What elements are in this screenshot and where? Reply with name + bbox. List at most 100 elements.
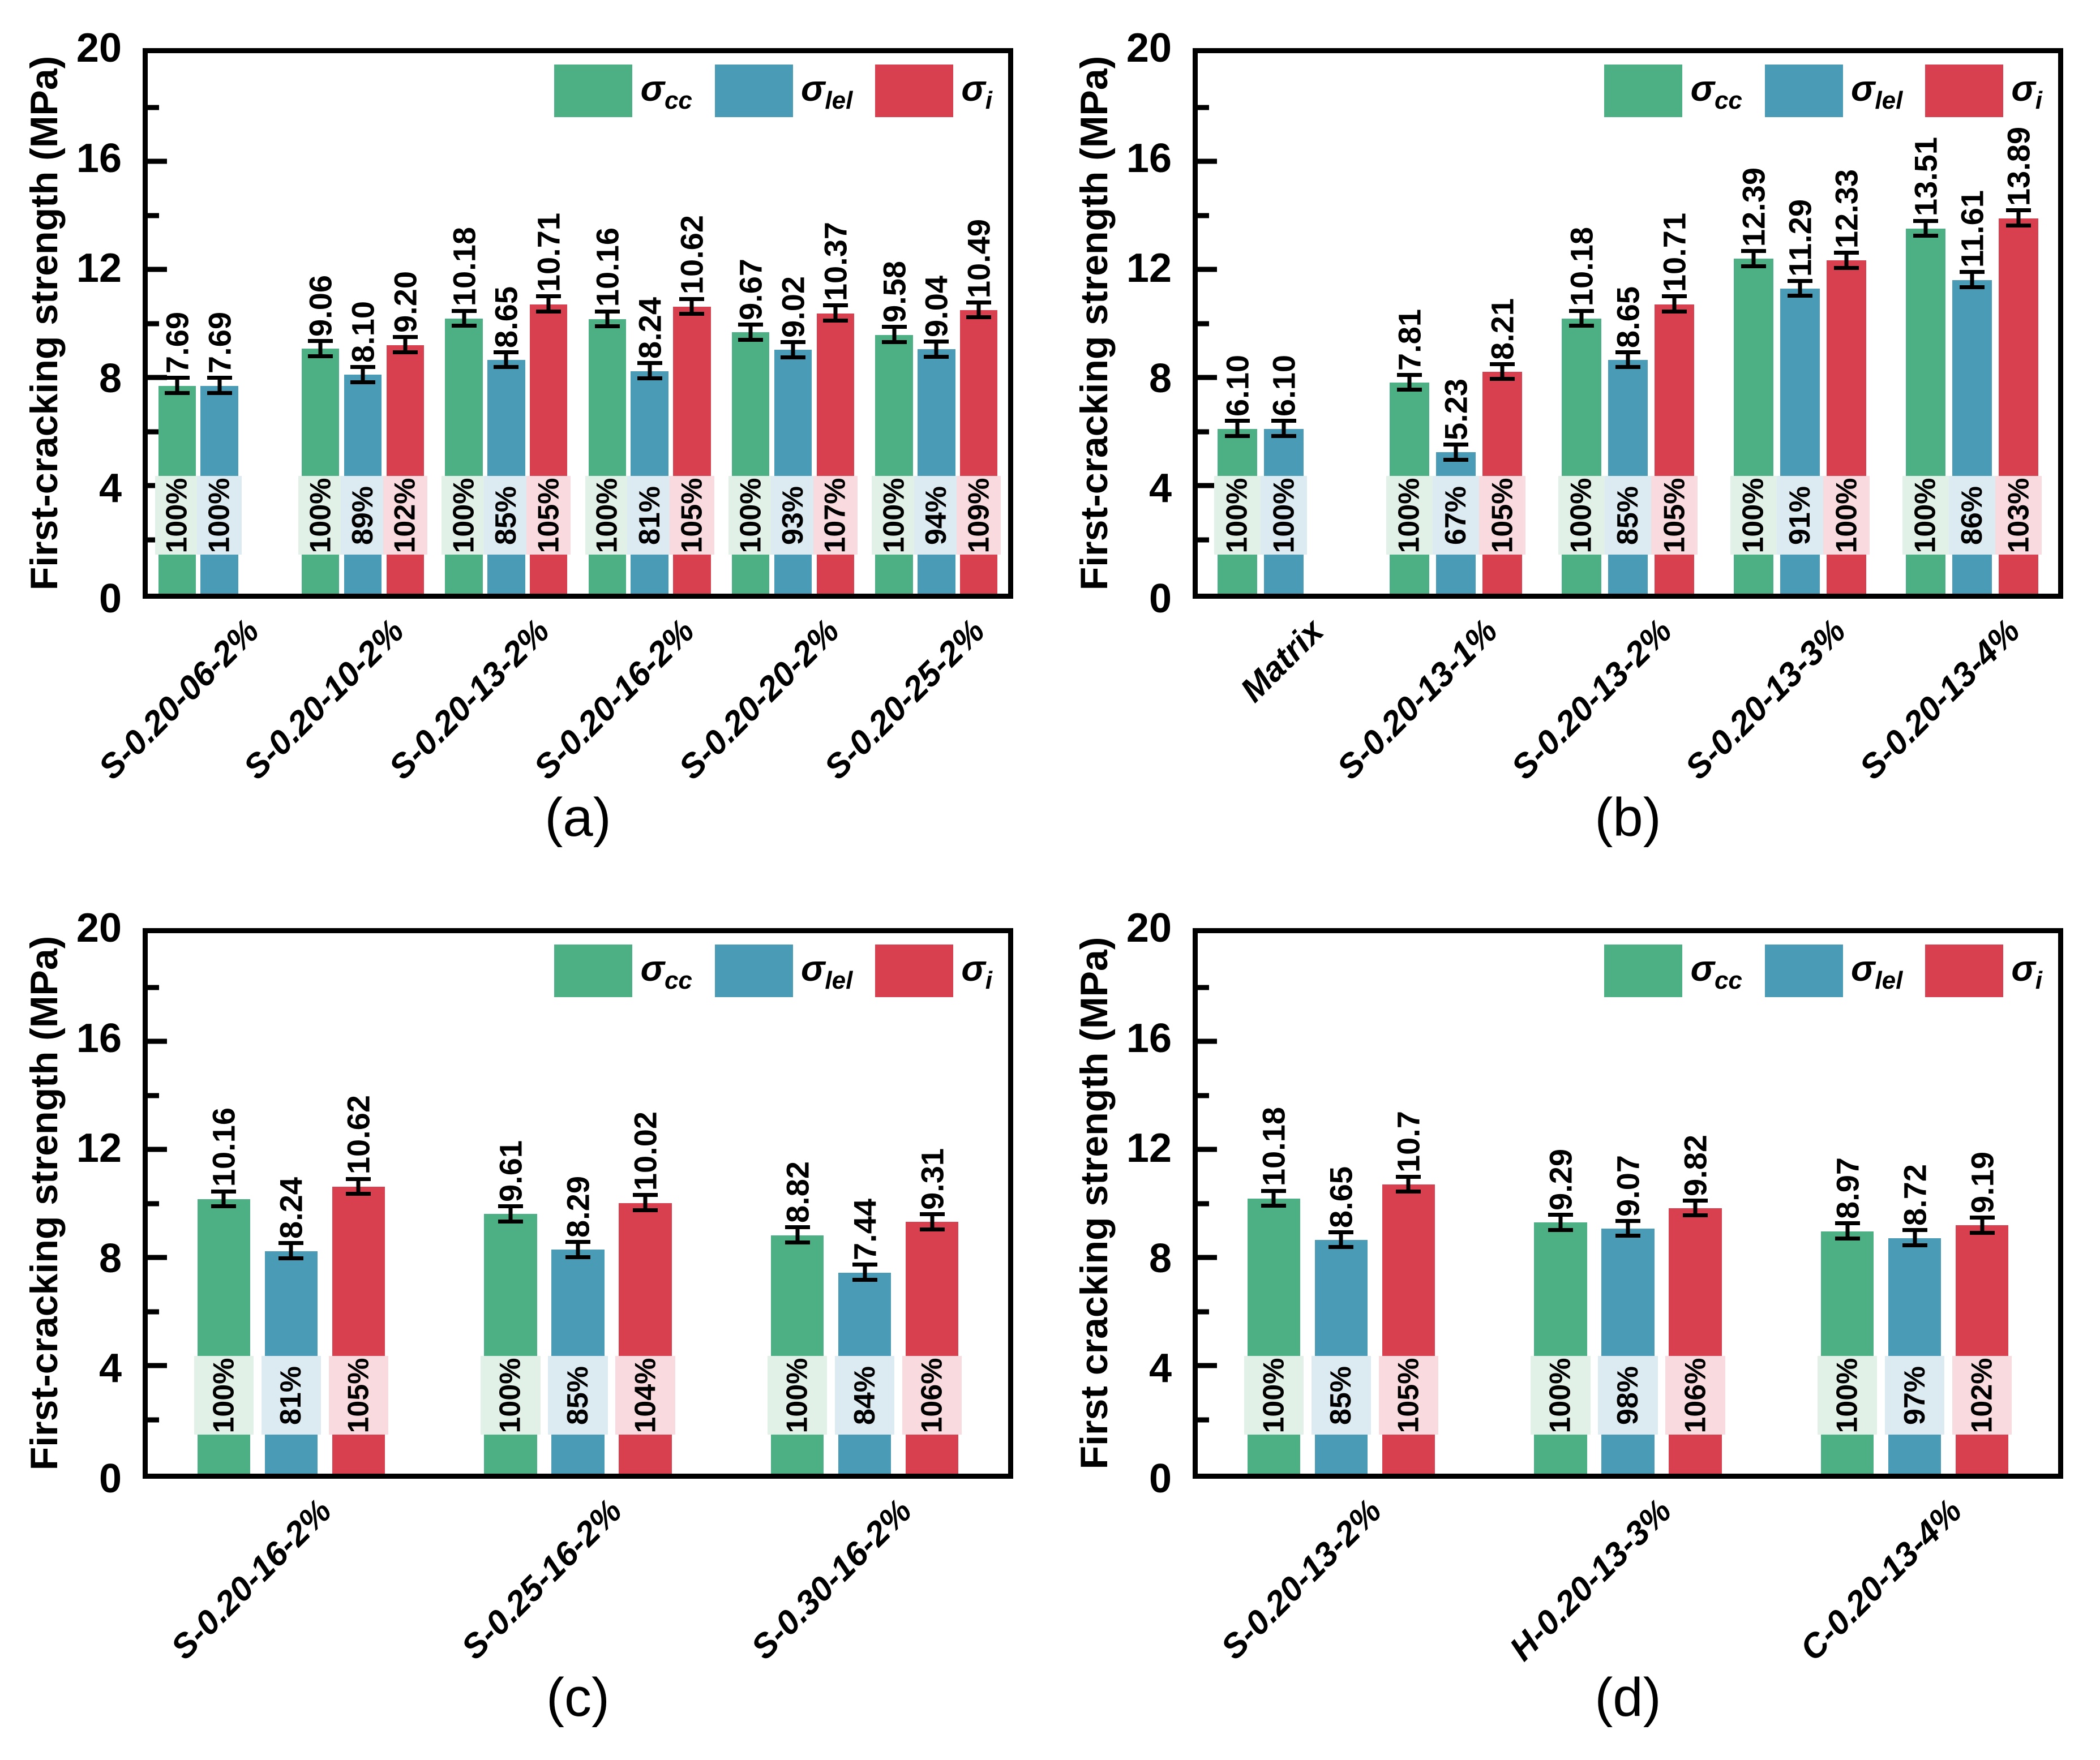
bar-pct-label: 81% — [275, 1366, 308, 1425]
error-bar-bottom-cap — [346, 1192, 371, 1196]
bar-pct-box-sigma_i: 103% — [1995, 475, 2042, 555]
legend-label-sigma_i: σi — [2011, 947, 2042, 995]
legend-swatch-sigma_cc — [554, 65, 633, 117]
bar-pct-label: 100% — [1267, 478, 1300, 553]
error-bar — [576, 1242, 580, 1257]
bar-value-label: 9.02 — [775, 276, 811, 338]
error-bar — [1282, 421, 1286, 437]
error-bar-bottom-cap — [1683, 1213, 1708, 1218]
bar-value-label: 8.65 — [1323, 1166, 1359, 1228]
bar-pct-box-sigma_i: 107% — [813, 475, 858, 555]
error-bar-top-cap — [1615, 1218, 1640, 1223]
legend-sigma-glyph: σ — [1690, 67, 1715, 109]
x-tick-label: S-0.30-16-2% — [744, 1491, 919, 1667]
legend: σcc σlel σi — [1589, 65, 2042, 117]
y-major-tick — [1198, 1363, 1217, 1368]
y-tick-label: 0 — [1148, 576, 1172, 621]
error-bar-top-cap — [822, 303, 848, 308]
error-bar-top-cap — [633, 1193, 658, 1197]
error-bar-bottom-cap — [1615, 1234, 1640, 1238]
error-bar — [1454, 444, 1458, 460]
error-bar — [546, 297, 551, 312]
bar-pct-label: 104% — [629, 1358, 662, 1433]
bar-value-label: 7.69 — [202, 312, 238, 374]
error-bar — [934, 341, 938, 357]
bar-value-label: 10.71 — [530, 213, 567, 293]
bar-pct-label: 105% — [1392, 1358, 1425, 1433]
y-minor-tick — [148, 1417, 159, 1422]
error-bar-top-cap — [1261, 1188, 1287, 1193]
legend-swatch-sigma_lel — [714, 65, 793, 117]
bar-value-label: 8.97 — [1829, 1157, 1866, 1220]
error-bar-top-cap — [1443, 442, 1468, 447]
error-bar-top-cap — [679, 297, 705, 301]
error-bar — [689, 299, 694, 315]
bar-pct-box-sigma_cc: 100% — [1214, 475, 1261, 555]
error-bar-top-cap — [1960, 270, 1985, 274]
bar-pct-box-sigma_cc: 100% — [1531, 1355, 1591, 1435]
bar-sigma_i — [386, 345, 424, 594]
error-bar-bottom-cap — [1224, 434, 1250, 439]
y-tick-label: 12 — [76, 1126, 122, 1171]
legend-swatch-sigma_lel — [1764, 945, 1843, 997]
y-tick-label: 4 — [98, 466, 122, 512]
bar-value-label: 8.21 — [1484, 298, 1520, 360]
bar-value-label: 8.72 — [1897, 1164, 1933, 1226]
y-tick-label: 20 — [76, 25, 122, 71]
legend-sigma-subscript: cc — [1714, 86, 1742, 114]
error-bar-bottom-cap — [308, 354, 333, 358]
error-bar-bottom-cap — [207, 391, 232, 396]
bar-pct-label: 85% — [490, 486, 523, 545]
legend-sigma-subscript: i — [985, 86, 992, 114]
bar-pct-label: 103% — [2002, 478, 2035, 553]
plot-area-a: σcc σlel σi 100% 7.69 100% 7.69 100% 9.06 89% 8.10… — [143, 48, 1013, 599]
bar-value-label: 13.89 — [2000, 127, 2037, 207]
bar-value-label: 7.44 — [847, 1199, 883, 1261]
legend-sigma-subscript: i — [985, 966, 992, 994]
bar-pct-label: 100% — [203, 478, 236, 553]
error-bar-bottom-cap — [211, 1204, 237, 1209]
error-bar-top-cap — [308, 339, 333, 344]
error-bar-top-cap — [211, 1189, 237, 1194]
x-tick-label: H-0.20-13-3% — [1502, 1491, 1679, 1668]
bar-pct-box-sigma_cc: 100% — [767, 1355, 828, 1435]
error-bar-bottom-cap — [565, 1255, 590, 1259]
legend-sigma-subscript: cc — [664, 966, 692, 994]
legend-swatch-sigma_i — [875, 65, 954, 117]
error-bar-bottom-cap — [1834, 265, 1859, 270]
y-tick-label: 4 — [1148, 466, 1172, 512]
error-bar-bottom-cap — [1261, 1204, 1287, 1208]
error-bar — [863, 1265, 867, 1281]
error-bar-bottom-cap — [1615, 365, 1640, 370]
y-minor-tick — [1198, 1309, 1209, 1314]
error-bar-bottom-cap — [1902, 1243, 1927, 1247]
bar-pct-label: 100% — [734, 478, 768, 553]
legend-sigma-glyph: σ — [961, 67, 985, 109]
error-bar-top-cap — [1548, 1213, 1573, 1217]
y-tick-label: 20 — [76, 905, 122, 951]
legend-sigma-glyph: σ — [961, 947, 985, 989]
error-bar — [1913, 1230, 1917, 1246]
error-bar — [356, 1179, 361, 1195]
legend-label-sigma_lel: σlel — [801, 67, 852, 115]
error-bar-top-cap — [1271, 419, 1296, 423]
bar-pct-label: 105% — [532, 478, 565, 553]
bar-pct-box-sigma_cc: 100% — [1558, 475, 1605, 555]
bar-pct-box-sigma_lel: 94% — [914, 475, 959, 555]
plot-area-c: σcc σlel σi 100% 10.16 81% 8.24 105% 10.62 100% 9.… — [143, 928, 1013, 1479]
error-bar-bottom-cap — [451, 324, 477, 328]
error-bar-bottom-cap — [881, 340, 907, 344]
y-tick-label: 16 — [1126, 135, 1172, 181]
legend-sigma-subscript: lel — [825, 86, 853, 114]
error-bar-bottom-cap — [1271, 434, 1296, 439]
bar-pct-label: 100% — [1220, 478, 1254, 553]
legend-item-sigma_i: σi — [875, 65, 992, 117]
legend-sigma-glyph: σ — [800, 67, 825, 109]
error-bar — [1798, 281, 1802, 297]
error-bar — [605, 311, 610, 327]
y-minor-tick — [1198, 321, 1209, 326]
error-bar-top-cap — [1969, 1215, 1995, 1220]
y-minor-tick — [148, 537, 159, 542]
legend-sigma-subscript: i — [2035, 86, 2042, 114]
error-bar-top-cap — [594, 309, 620, 314]
